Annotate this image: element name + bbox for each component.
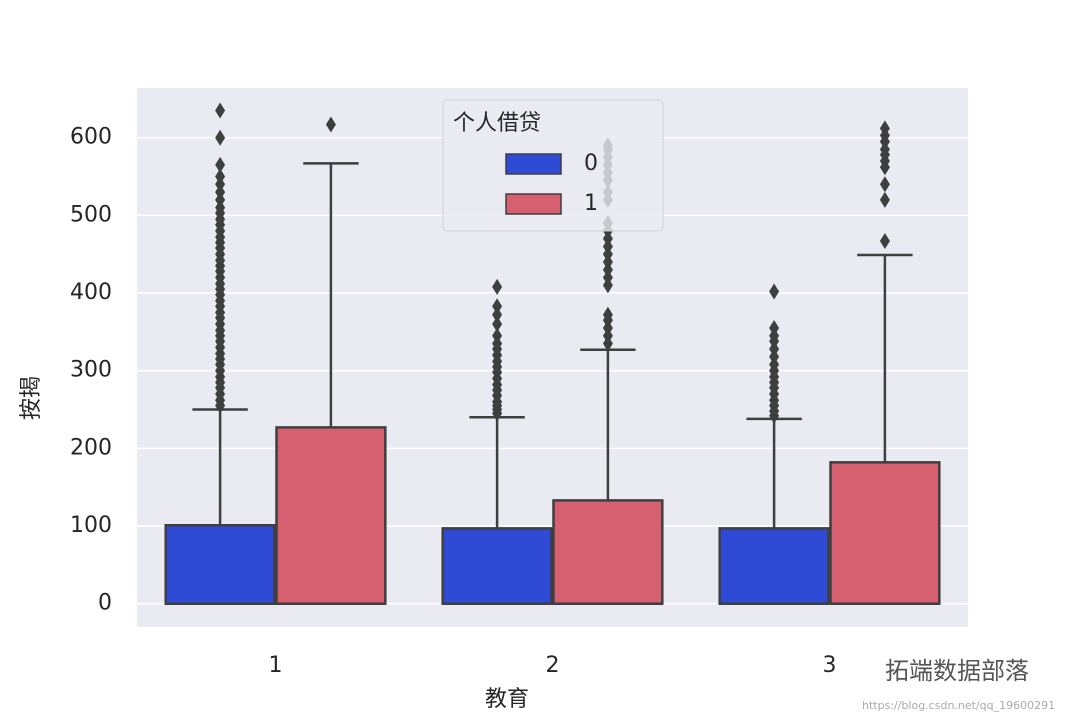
y-tick-label: 100 — [70, 513, 112, 538]
outlier — [602, 306, 613, 323]
outlier — [492, 278, 503, 295]
legend: 个人借贷 0 1 — [442, 99, 664, 232]
outlier — [215, 156, 226, 173]
legend-label: 1 — [584, 191, 598, 216]
outlier — [879, 233, 890, 250]
y-axis-label: 按揭 — [19, 376, 44, 420]
outlier — [769, 319, 780, 336]
outlier — [492, 298, 503, 315]
box — [552, 499, 664, 605]
y-tick-label: 300 — [70, 358, 112, 383]
outlier — [492, 316, 503, 333]
outlier — [769, 283, 780, 300]
legend-swatch — [505, 193, 562, 215]
box — [164, 524, 276, 605]
x-tick-label: 3 — [823, 653, 837, 678]
x-tick-label: 1 — [269, 653, 283, 678]
outlier — [879, 120, 890, 137]
box — [829, 461, 941, 605]
y-tick-label: 0 — [98, 591, 112, 616]
outlier — [492, 306, 503, 323]
box — [718, 527, 830, 605]
y-tick-label: 600 — [70, 125, 112, 150]
watermark: 拓端数据部落 — [885, 657, 1029, 685]
outlier — [879, 191, 890, 208]
y-tick-label: 500 — [70, 202, 112, 227]
x-axis-label: 教育 — [485, 687, 529, 712]
legend-label: 0 — [584, 151, 598, 176]
y-tick-label: 200 — [70, 435, 112, 460]
box — [275, 426, 387, 605]
watermark-url: https://blog.csdn.net/qq_19600291 — [862, 699, 1055, 712]
y-tick-label: 400 — [70, 280, 112, 305]
outlier — [492, 327, 503, 344]
outlier — [215, 102, 226, 119]
x-tick-label: 2 — [546, 653, 560, 678]
legend-title: 个人借贷 — [453, 111, 541, 136]
legend-swatch — [505, 153, 562, 175]
outlier — [879, 176, 890, 193]
outlier — [215, 129, 226, 146]
outlier — [215, 168, 226, 185]
box — [441, 527, 553, 605]
outlier — [325, 116, 336, 133]
